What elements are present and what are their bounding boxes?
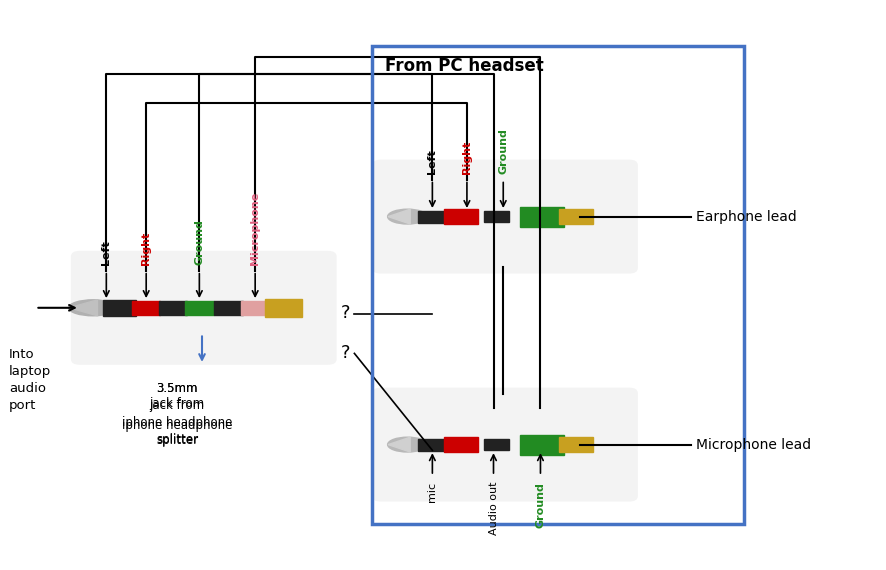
Bar	[93, 298, 297, 318]
Ellipse shape	[387, 437, 428, 452]
Bar	[185, 301, 214, 315]
Bar	[372, 46, 744, 524]
Bar	[444, 209, 478, 224]
Bar	[159, 301, 187, 315]
Text: Audio out: Audio out	[488, 482, 499, 535]
Text: Ground: Ground	[498, 128, 509, 174]
Text: 3.5mm
jack from
iphone headphone
splitter: 3.5mm jack from iphone headphone splitte…	[122, 382, 232, 446]
Polygon shape	[388, 209, 410, 224]
FancyBboxPatch shape	[71, 251, 337, 365]
Text: Left: Left	[101, 241, 112, 265]
Text: Microphone: Microphone	[250, 192, 260, 265]
Bar	[484, 211, 509, 222]
Text: Ground: Ground	[194, 219, 205, 265]
Polygon shape	[69, 300, 97, 316]
Text: mic: mic	[427, 482, 438, 502]
Ellipse shape	[69, 300, 117, 316]
Bar	[241, 301, 269, 315]
Text: ?: ?	[341, 344, 350, 363]
Text: ?: ?	[341, 304, 350, 323]
Bar	[265, 299, 302, 317]
Bar	[214, 301, 243, 315]
Text: Earphone lead: Earphone lead	[696, 210, 797, 223]
Text: Ground: Ground	[535, 482, 546, 527]
Bar	[520, 434, 564, 455]
Bar	[559, 209, 593, 224]
Bar	[484, 439, 509, 450]
Text: Into
laptop
audio
port: Into laptop audio port	[9, 348, 51, 412]
Bar	[103, 300, 136, 316]
Text: Left: Left	[427, 149, 438, 174]
Bar	[418, 210, 445, 222]
Text: iphone headphone
splitter: iphone headphone splitter	[122, 419, 232, 447]
Bar	[520, 206, 564, 226]
Bar	[132, 301, 160, 315]
Text: Right: Right	[141, 232, 152, 265]
Bar	[444, 437, 478, 452]
Text: 3.5mm
jack from: 3.5mm jack from	[150, 382, 205, 425]
Bar	[418, 439, 445, 450]
Text: Microphone lead: Microphone lead	[696, 438, 811, 451]
FancyBboxPatch shape	[372, 388, 638, 502]
Text: From PC headset: From PC headset	[385, 57, 544, 75]
FancyBboxPatch shape	[372, 160, 638, 274]
Text: Right: Right	[462, 141, 472, 174]
Polygon shape	[388, 437, 410, 452]
Bar	[559, 437, 593, 452]
Ellipse shape	[387, 209, 428, 224]
